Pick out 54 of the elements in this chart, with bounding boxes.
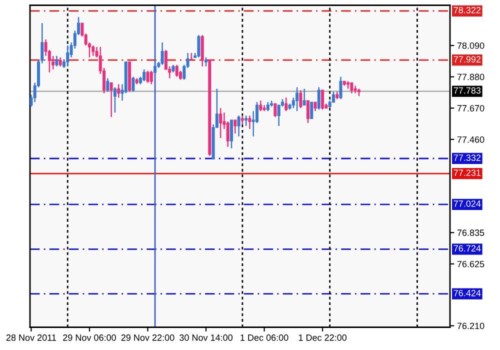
candlestick bbox=[175, 64, 178, 78]
candlestick bbox=[200, 34, 204, 67]
candlestick bbox=[274, 103, 277, 118]
candlestick bbox=[299, 90, 302, 109]
candlestick bbox=[284, 97, 288, 112]
y-tick-label: 77.460 bbox=[457, 136, 484, 143]
candlestick bbox=[55, 55, 58, 67]
candlestick bbox=[132, 76, 135, 92]
candlestick bbox=[106, 78, 110, 92]
candlestick bbox=[296, 86, 299, 112]
ref-line-label: 77.024 bbox=[454, 200, 481, 207]
candlestick bbox=[306, 100, 310, 124]
candlestick bbox=[146, 70, 150, 84]
candlestick bbox=[142, 68, 146, 82]
candlestick bbox=[230, 119, 234, 149]
candlestick bbox=[150, 70, 153, 85]
candlestick bbox=[248, 114, 252, 130]
candlestick bbox=[234, 119, 237, 134]
x-tick-label: 1 Dec 06:00 bbox=[240, 334, 288, 341]
ref-line-label: 76.724 bbox=[454, 245, 481, 252]
candlestick bbox=[160, 42, 164, 66]
ref-line-label: 77.332 bbox=[454, 154, 481, 161]
y-tick-label: 77.670 bbox=[457, 105, 484, 112]
y-tick-label: 76.210 bbox=[457, 322, 484, 330]
x-tick-label: 1 Dec 22:00 bbox=[298, 334, 347, 341]
candlestick bbox=[197, 34, 200, 58]
candlestick bbox=[110, 82, 113, 118]
y-tick-label: 76.835 bbox=[457, 230, 484, 236]
candlestick bbox=[302, 88, 306, 106]
y-tick-label: 77.880 bbox=[457, 74, 484, 80]
ref-line-label: 77.783 bbox=[454, 87, 481, 94]
candlestick bbox=[339, 76, 342, 100]
candlestick bbox=[117, 84, 120, 98]
ref-line-label: 77.231 bbox=[454, 170, 481, 176]
ref-line-label: 77.992 bbox=[454, 56, 481, 63]
candlestick bbox=[317, 86, 320, 110]
candlestick bbox=[92, 44, 95, 57]
candlestick bbox=[219, 107, 222, 139]
ref-line-label: 78.322 bbox=[454, 6, 481, 14]
x-tick-label: 28 Nov 2011 bbox=[6, 334, 56, 341]
x-tick-label: 30 Nov 14:00 bbox=[180, 334, 233, 341]
candlestick bbox=[350, 82, 354, 94]
candlestick bbox=[66, 44, 70, 67]
y-tick-label: 76.625 bbox=[457, 260, 484, 268]
candlestick bbox=[237, 114, 240, 138]
candlestick bbox=[113, 86, 116, 114]
x-tick-label: 29 Nov 22:00 bbox=[121, 334, 174, 341]
x-tick-label: 29 Nov 06:00 bbox=[63, 334, 116, 341]
ref-line-label: 76.424 bbox=[454, 290, 481, 296]
candlestick bbox=[259, 100, 262, 112]
candlestick bbox=[321, 90, 324, 110]
candlestick bbox=[244, 114, 248, 127]
y-tick-label: 78.090 bbox=[457, 42, 484, 49]
candlestick bbox=[310, 102, 314, 119]
